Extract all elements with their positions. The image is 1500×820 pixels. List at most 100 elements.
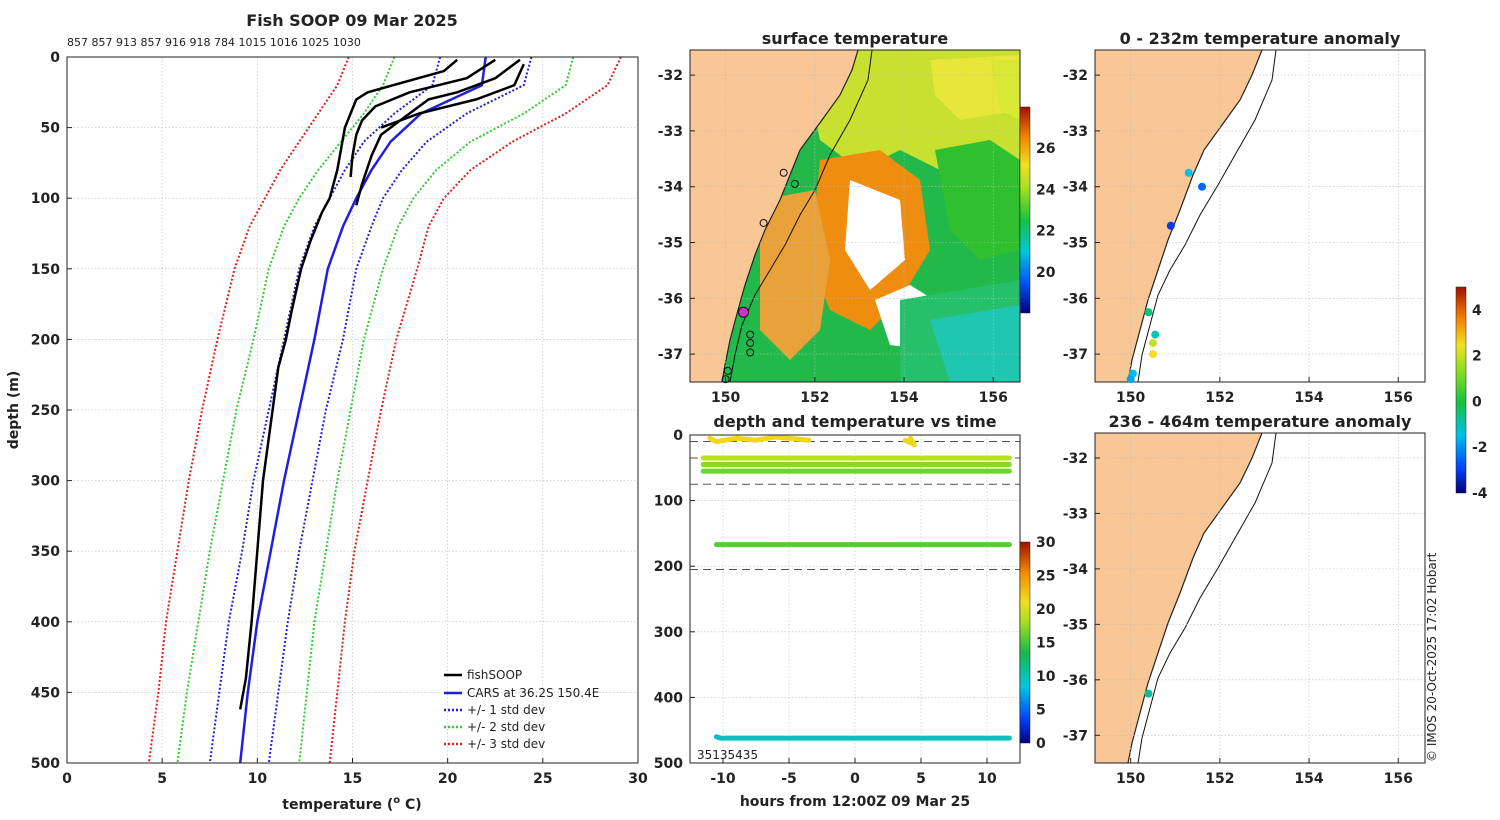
depth-time-y-tick-label: 500	[654, 756, 683, 772]
sst-station	[790, 179, 799, 188]
depth-time-x-tick-label: 10	[977, 771, 997, 787]
anomaly-shallow-y-tick-label: -34	[1063, 180, 1089, 196]
depth-time-bottom-labels: 35135435	[697, 748, 758, 762]
profile-series-line	[176, 57, 396, 763]
profile-series-line	[298, 57, 575, 763]
profile-x-tick-label: 30	[628, 771, 648, 787]
depth-time-y-tick-label: 200	[654, 559, 683, 575]
anomaly-deep-x-tick-label: 154	[1294, 771, 1323, 787]
anomaly-colorbar	[1455, 286, 1467, 494]
sst-y-tick-label: -37	[658, 347, 683, 363]
sst-map-panel: surface temperature 150 152 154 156 -32 -33 -3…	[658, 29, 1056, 406]
anomaly-shallow-y-tick-label: -35	[1063, 236, 1088, 252]
depth-time-track	[707, 435, 812, 445]
profile-x-tick-label: 25	[533, 771, 552, 787]
anomaly-colorbar-tick: -4	[1472, 486, 1488, 502]
anomaly-deep-x-tick-label: 150	[1116, 771, 1145, 787]
sst-station	[723, 366, 732, 375]
profile-x-tick-label: 15	[343, 771, 362, 787]
depth-time-y-tick-label: 0	[673, 428, 683, 444]
profile-y-tick-label: 300	[31, 474, 60, 490]
anomaly-deep-point	[1144, 689, 1153, 698]
sst-station	[746, 330, 755, 339]
sst-y-tick-label: -33	[658, 124, 683, 140]
profile-series-line	[349, 58, 496, 178]
depth-time-y-tick-label: 100	[654, 494, 683, 510]
sst-station	[779, 168, 788, 177]
anomaly-deep-map	[1095, 433, 1425, 763]
anomaly-deep-y-tick-label: -37	[1063, 728, 1088, 744]
depth-time-x-tick-label: 5	[916, 771, 926, 787]
anomaly-colorbar-tick: 2	[1472, 349, 1482, 365]
anomaly-shallow-axes-box	[1094, 49, 1426, 383]
profile-title: Fish SOOP 09 Mar 2025	[246, 11, 457, 30]
sst-x-tick-label: 154	[889, 390, 918, 406]
profile-series-line	[147, 57, 350, 763]
sst-stations	[721, 168, 799, 384]
depth-time-y-tick-label: 400	[654, 690, 683, 706]
sst-colorbar	[1019, 106, 1031, 314]
sst-colorbar-tick: 22	[1036, 224, 1055, 240]
anomaly-shallow-point	[1184, 168, 1193, 177]
depth-time-colorbar-tick: 10	[1036, 669, 1056, 685]
profile-y-tick-label: 100	[31, 191, 60, 207]
depth-time-grid	[690, 434, 1020, 764]
depth-time-y-tick-label: 300	[654, 625, 683, 641]
profile-y-tick-label: 400	[31, 615, 60, 631]
sst-ticks: 150 152 154 156 -32 -33 -34 -35 -36 -37	[658, 68, 1008, 406]
depth-time-colorbar-tick: 30	[1036, 535, 1056, 551]
sst-x-tick-label: 152	[800, 390, 829, 406]
anomaly-shallow-y-tick-label: -37	[1063, 347, 1088, 363]
profile-legend: fishSOOP CARS at 36.2S 150.4E +/- 1 std …	[444, 668, 599, 751]
sst-y-tick-label: -36	[658, 291, 683, 307]
profile-xlabel: temperature (o C)	[282, 795, 421, 813]
anomaly-shallow-y-tick-label: -32	[1063, 68, 1088, 84]
depth-time-track	[902, 435, 917, 448]
anomaly-deep-axes-box	[1094, 432, 1426, 764]
anomaly-shallow-grid	[1095, 50, 1425, 382]
anomaly-deep-title: 236 - 464m temperature anomaly	[1109, 412, 1412, 431]
legend-entry: fishSOOP	[467, 668, 522, 682]
sst-y-tick-label: -34	[658, 180, 684, 196]
sst-y-tick-label: -32	[658, 68, 683, 84]
anomaly-shallow-x-tick-label: 152	[1205, 390, 1234, 406]
sst-colorbar-tick: 26	[1036, 141, 1055, 157]
anomaly-colorbar-tick: 0	[1472, 394, 1482, 410]
anomaly-shallow-panel: 0 - 232m temperature anomaly 150 152 154 15…	[1063, 29, 1426, 406]
legend-entry: +/- 2 std dev	[467, 720, 545, 734]
anomaly-shallow-point	[1151, 330, 1160, 339]
credit-text: © IMOS 20-Oct-2025 17:02 Hobart	[1425, 552, 1439, 762]
anomaly-deep-grid	[1095, 433, 1425, 763]
anomaly-shallow-map	[1095, 50, 1425, 382]
anomaly-deep-y-tick-label: -36	[1063, 673, 1088, 689]
profile-x-tick-label: 10	[248, 771, 268, 787]
profile-ticks: 0 5 10 15 20 25 300501001502002503003504004505…	[31, 50, 648, 787]
depth-time-tracks	[700, 435, 1012, 741]
anomaly-deep-ticks: 150 152 154 156 -32 -33 -34 -35 -36 -37	[1063, 451, 1413, 787]
sst-station	[721, 375, 730, 384]
profile-y-tick-label: 250	[31, 403, 60, 419]
profile-y-tick-label: 350	[31, 544, 60, 560]
legend-entry: CARS at 36.2S 150.4E	[467, 686, 599, 700]
profile-series-line	[267, 57, 533, 763]
profile-y-tick-label: 200	[31, 332, 60, 348]
sst-grid	[690, 50, 1020, 382]
anomaly-shallow-point	[1198, 182, 1207, 191]
profile-y-tick-label: 450	[31, 685, 60, 701]
profile-series-line	[380, 63, 525, 129]
anomaly-colorbar-tick: -2	[1472, 440, 1488, 456]
profile-y-tick-label: 0	[50, 50, 60, 66]
depth-time-track	[713, 734, 1012, 741]
profile-y-tick-label: 500	[31, 756, 60, 772]
anomaly-shallow-ticks: 150 152 154 156 -32 -33 -34 -35 -36 -37	[1063, 68, 1413, 406]
depth-time-colorbar-tick: 25	[1036, 569, 1055, 585]
depth-time-colorbar-ticks: 0 5 10 15 20 25 30	[1036, 535, 1056, 752]
sst-station	[746, 338, 755, 347]
anomaly-shallow-y-tick-label: -33	[1063, 124, 1088, 140]
sst-field	[690, 50, 1020, 382]
depth-time-x-tick-label: -10	[710, 771, 736, 787]
anomaly-deep-y-tick-label: -32	[1063, 451, 1088, 467]
profile-x-tick-label: 20	[438, 771, 458, 787]
profile-series-line	[238, 58, 459, 710]
